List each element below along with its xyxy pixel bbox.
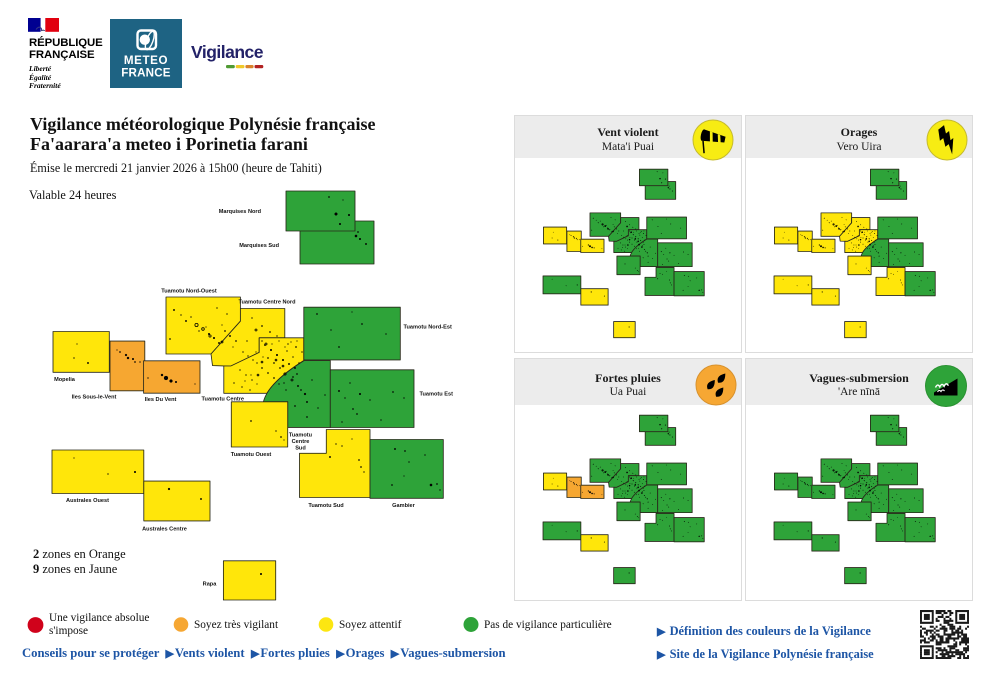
svg-text:Tuamotu Est: Tuamotu Est	[420, 392, 454, 398]
svg-text:Marquises Nord: Marquises Nord	[219, 209, 262, 215]
svg-text:Tuamotu Ouest: Tuamotu Ouest	[231, 452, 272, 458]
svg-text:Mopelia: Mopelia	[54, 377, 76, 383]
svg-text:METEO: METEO	[124, 54, 168, 67]
svg-text:Tuamotu: Tuamotu	[289, 433, 313, 439]
svg-text:Tuamotu Centre: Tuamotu Centre	[202, 397, 244, 403]
svg-text:Centre: Centre	[292, 439, 310, 445]
svg-text:Tuamotu Sud: Tuamotu Sud	[308, 503, 344, 509]
svg-text:FRANCE: FRANCE	[121, 67, 171, 80]
svg-text:Australes Centre: Australes Centre	[142, 527, 187, 533]
svg-text:Sud: Sud	[295, 446, 306, 452]
svg-text:Rapa: Rapa	[203, 582, 218, 588]
svg-text:Gambier: Gambier	[392, 503, 416, 509]
svg-text:Tuamotu Centre Nord: Tuamotu Centre Nord	[238, 300, 296, 306]
svg-text:Iles Sous-le-Vent: Iles Sous-le-Vent	[72, 395, 117, 401]
svg-text:Iles Du Vent: Iles Du Vent	[145, 397, 177, 403]
svg-text:Marquises Sud: Marquises Sud	[239, 243, 279, 249]
svg-text:Tuamotu Nord-Ouest: Tuamotu Nord-Ouest	[161, 289, 217, 295]
svg-text:Australes Ouest: Australes Ouest	[66, 498, 109, 504]
svg-text:Tuamotu Nord-Est: Tuamotu Nord-Est	[404, 325, 453, 331]
